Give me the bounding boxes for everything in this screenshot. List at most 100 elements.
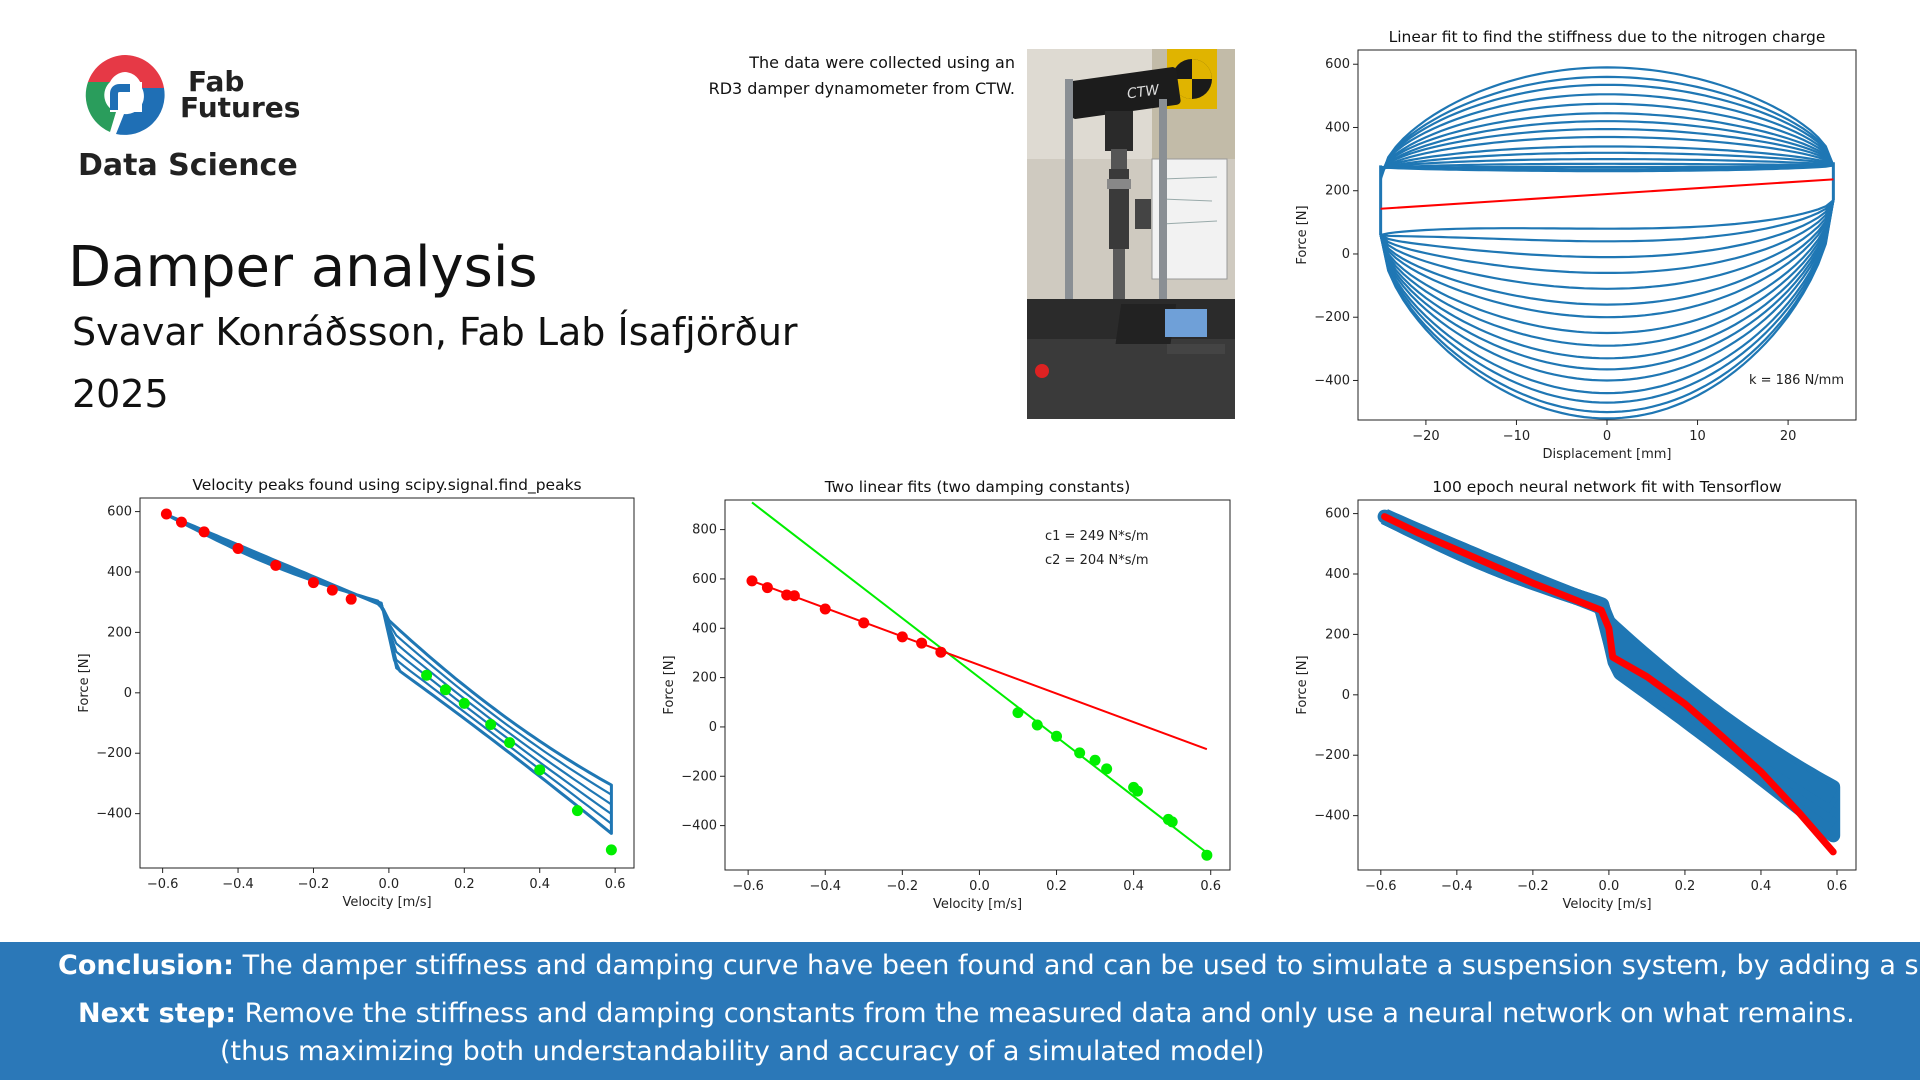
y-tick-label: 0 [124, 686, 132, 701]
positive-velocity-peak [504, 737, 516, 749]
c2-data-point [1031, 719, 1043, 731]
y-tick-label: 600 [1325, 507, 1350, 522]
author: Svavar Konráðsson, Fab Lab Ísafjörður [72, 310, 798, 354]
stiffness-chart-svg: Linear fit to find the stiffness due to … [1295, 28, 1857, 460]
y-tick-label: −200 [96, 746, 132, 761]
x-tick-label: 0.2 [454, 877, 475, 892]
x-tick-label: 0.6 [1200, 879, 1221, 894]
x-tick-label: 0.2 [1675, 879, 1696, 894]
neural-network-chart: 100 epoch neural network fit with Tensor… [1280, 470, 1860, 920]
x-axis-label: Velocity [m/s] [933, 897, 1022, 912]
x-tick-label: 0.0 [969, 879, 990, 894]
y-axis-label: Force [N] [1295, 655, 1310, 714]
year: 2025 [72, 372, 169, 416]
hysteresis-loop [1379, 164, 1835, 259]
measured-envelope [164, 513, 613, 835]
chart-title: Two linear fits (two damping constants) [824, 478, 1131, 496]
c1-data-point [896, 631, 908, 643]
negative-velocity-peak [160, 508, 172, 520]
y-tick-label: 400 [692, 621, 717, 636]
logo-subtitle: Data Science [78, 148, 298, 183]
y-tick-label: 0 [709, 720, 717, 735]
y-tick-label: 400 [1325, 567, 1350, 582]
positive-velocity-peak [421, 669, 433, 681]
fit-line-c2 [751, 501, 1208, 854]
y-tick-label: 200 [1325, 627, 1350, 642]
data-source-note: The data were collected using an RD3 dam… [640, 50, 1015, 102]
positive-velocity-peak [485, 719, 497, 731]
x-tick-label: −0.2 [887, 879, 919, 894]
two-fits-chart: Two linear fits (two damping constants) −… [655, 470, 1235, 920]
plot-area [746, 501, 1213, 861]
measured-data-envelope [1377, 509, 1841, 843]
y-tick-label: 600 [692, 572, 717, 587]
negative-velocity-peak [175, 516, 187, 528]
c1-data-point [935, 646, 947, 658]
measured-curve [165, 513, 613, 825]
y-axis-label: Force [N] [77, 653, 92, 712]
stiffness-chart: Linear fit to find the stiffness due to … [1280, 20, 1860, 460]
negative-velocity-peak [307, 577, 319, 589]
chart-title: 100 epoch neural network fit with Tensor… [1432, 478, 1782, 496]
chart-title: Velocity peaks found using scipy.signal.… [192, 476, 581, 495]
x-tick-label: 0.4 [529, 877, 550, 892]
next-step-line: Next step: Remove the stiffness and damp… [78, 998, 1855, 1029]
x-tick-label: −0.4 [809, 879, 841, 894]
next-step-text: Remove the stiffness and damping constan… [244, 998, 1855, 1029]
x-tick-label: 20 [1780, 429, 1797, 444]
x-axis-label: Displacement [mm] [1543, 447, 1672, 460]
negative-velocity-peak [270, 559, 282, 571]
measured-curve [165, 513, 612, 796]
x-tick-label: 0 [1603, 429, 1611, 444]
y-tick-label: 0 [1342, 247, 1350, 262]
plot-area [1377, 509, 1841, 856]
x-tick-label: −0.6 [1365, 879, 1397, 894]
fab-futures-logo: Fab Futures Data Science [78, 50, 301, 190]
plot-area [160, 508, 617, 856]
x-tick-label: 0.6 [1827, 879, 1848, 894]
y-tick-label: 200 [1325, 184, 1350, 199]
x-tick-label: 0.4 [1751, 879, 1772, 894]
y-tick-label: 200 [107, 625, 132, 640]
c1-data-point [788, 590, 800, 602]
legend-entry: c1 = 249 N*s/m [1045, 529, 1149, 544]
velocity-peaks-chart: Velocity peaks found using scipy.signal.… [60, 468, 640, 918]
y-tick-label: −200 [681, 769, 717, 784]
x-axis-label: Velocity [m/s] [1562, 897, 1651, 912]
c1-data-point [858, 617, 870, 629]
note-line-2: RD3 damper dynamometer from CTW. [708, 79, 1015, 98]
x-tick-label: −0.2 [1517, 879, 1549, 894]
measured-data-band [1377, 509, 1841, 843]
hysteresis-loop [1379, 164, 1835, 237]
two-fits-chart-svg: Two linear fits (two damping constants) −… [662, 478, 1231, 912]
logo-word-fab: Fab [188, 65, 245, 98]
conclusion-label: Conclusion: [58, 950, 234, 981]
c2-data-point [1101, 763, 1113, 775]
y-tick-label: 600 [1325, 57, 1350, 72]
positive-velocity-peak [458, 697, 470, 709]
logo-word-futures: Futures [180, 91, 301, 124]
dynamometer-photo: CTW [1027, 49, 1235, 419]
legend-entry: c2 = 204 N*s/m [1045, 553, 1149, 568]
page-title: Damper analysis [68, 235, 538, 300]
c2-data-point [1012, 707, 1024, 719]
velocity-peaks-chart-svg: Velocity peaks found using scipy.signal.… [77, 476, 635, 910]
fab-futures-logo-icon [85, 55, 165, 135]
y-tick-label: 400 [1325, 120, 1350, 135]
c2-data-point [1089, 754, 1101, 766]
y-tick-label: −200 [1314, 748, 1350, 763]
c1-data-point [916, 637, 928, 649]
y-tick-label: −200 [1314, 310, 1350, 325]
measured-curve [165, 513, 613, 806]
y-axis-label: Force [N] [1295, 205, 1310, 264]
dynamometer-illustration: CTW [1027, 49, 1235, 419]
x-tick-label: −0.6 [732, 879, 764, 894]
plot-frame [139, 497, 635, 869]
c2-data-point [1051, 730, 1063, 742]
c1-data-point [819, 603, 831, 615]
y-tick-label: −400 [1314, 809, 1350, 824]
c2-data-point [1166, 816, 1178, 828]
c2-data-point [1201, 849, 1213, 861]
fit-line-c1 [751, 579, 1208, 751]
x-tick-label: 0.0 [379, 877, 400, 892]
